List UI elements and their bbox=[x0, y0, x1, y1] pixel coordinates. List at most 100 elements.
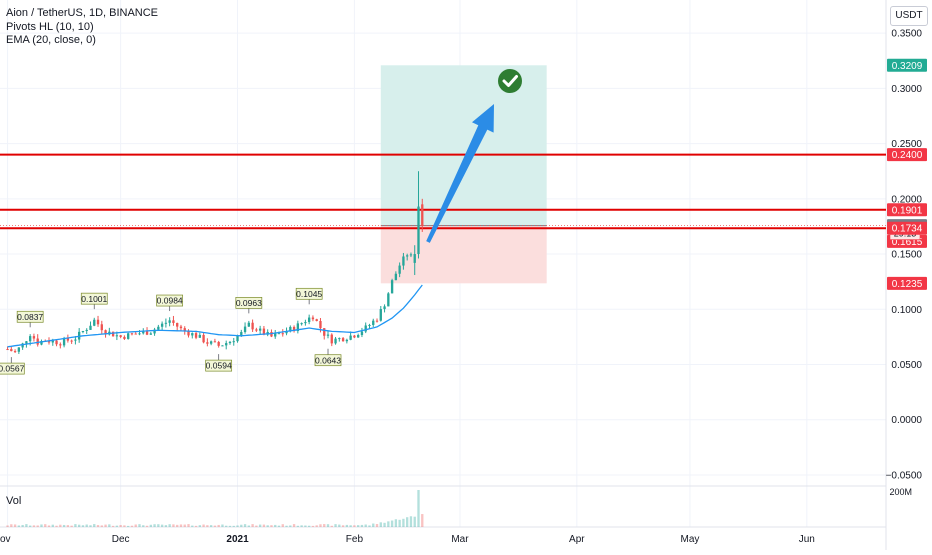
candle-body bbox=[183, 328, 186, 331]
candle-body bbox=[300, 323, 303, 325]
price-tag bbox=[887, 276, 927, 290]
volume-bar bbox=[368, 525, 371, 527]
volume-bar bbox=[44, 524, 47, 527]
volume-bar bbox=[274, 524, 277, 527]
volume-bar bbox=[142, 525, 145, 527]
candle-body bbox=[289, 326, 292, 332]
level-tag-label: 0.1734 bbox=[892, 224, 923, 235]
candle-body bbox=[274, 333, 277, 337]
candle-body bbox=[326, 334, 330, 336]
check-circle-icon bbox=[498, 69, 522, 93]
indicator-pivots[interactable]: Pivots HL (10, 10) bbox=[6, 20, 94, 33]
candle-body bbox=[315, 319, 318, 321]
volume-bar bbox=[127, 525, 130, 527]
volume-bar bbox=[266, 525, 269, 527]
volume-bar bbox=[353, 525, 356, 527]
volume-bar bbox=[240, 524, 243, 527]
x-tick-label: ov bbox=[0, 534, 11, 545]
candle-body bbox=[164, 322, 168, 324]
candle-body bbox=[55, 340, 58, 345]
pivot-label: 0.0594 bbox=[206, 361, 232, 371]
volume-bar bbox=[402, 518, 405, 527]
volume-bar bbox=[315, 525, 318, 527]
volume-bar bbox=[323, 524, 326, 527]
y-tick-label: 0.1500 bbox=[891, 250, 922, 261]
candle-body bbox=[157, 326, 160, 330]
candle-body bbox=[32, 336, 36, 339]
volume-bar bbox=[217, 524, 220, 527]
symbol-title: Aion / TetherUS, 1D, BINANCE bbox=[6, 7, 159, 19]
candle-body bbox=[413, 254, 416, 263]
volume-bar bbox=[247, 525, 251, 527]
volume-bar bbox=[236, 525, 239, 527]
volume-bar bbox=[307, 525, 311, 527]
y-tick-label: 0.1000 bbox=[891, 305, 922, 316]
volume-bar bbox=[89, 525, 92, 527]
volume-bar bbox=[338, 524, 341, 527]
volume-bar bbox=[10, 524, 13, 527]
pivot-label: 0.1045 bbox=[296, 289, 322, 299]
volume-bar bbox=[372, 523, 375, 527]
volume-bar bbox=[270, 525, 273, 527]
volume-bars bbox=[6, 490, 424, 527]
level-tag bbox=[887, 203, 927, 217]
candle-body bbox=[28, 336, 32, 342]
volume-bar bbox=[59, 524, 62, 527]
volume-bar bbox=[160, 524, 164, 527]
volume-bar bbox=[409, 516, 413, 527]
candle-body bbox=[277, 333, 281, 335]
volume-bar bbox=[157, 524, 160, 527]
volume-bar bbox=[17, 525, 21, 527]
candle-body bbox=[145, 331, 149, 335]
candle-body bbox=[134, 333, 137, 335]
candle-body bbox=[104, 330, 107, 335]
volume-bar bbox=[153, 524, 156, 527]
volume-bar bbox=[326, 524, 330, 527]
volume-bar bbox=[85, 524, 88, 527]
x-tick-label: Mar bbox=[451, 534, 469, 545]
candle-body bbox=[398, 265, 401, 274]
volume-bar bbox=[115, 525, 119, 527]
candle-body bbox=[341, 338, 345, 342]
candle-body bbox=[304, 322, 307, 324]
currency-unit-button[interactable]: USDT bbox=[890, 6, 928, 26]
candle-body bbox=[402, 256, 405, 266]
x-tick-label: Dec bbox=[112, 534, 130, 545]
indicator-ema[interactable]: EMA (20, close, 0) bbox=[6, 34, 96, 46]
x-tick-label: May bbox=[680, 534, 699, 545]
candle-body bbox=[130, 333, 134, 335]
volume-bar bbox=[364, 524, 367, 527]
candle-body bbox=[323, 328, 326, 336]
candle-body bbox=[307, 317, 311, 323]
y-tick-label: −0.0500 bbox=[886, 470, 923, 481]
volume-bar bbox=[360, 524, 364, 527]
volume-bar bbox=[281, 524, 284, 527]
volume-bar bbox=[319, 524, 322, 527]
volume-bar bbox=[255, 525, 258, 527]
candle-body bbox=[138, 333, 141, 335]
pivot-box bbox=[16, 310, 44, 323]
candle-body bbox=[179, 326, 183, 329]
candle-body bbox=[345, 339, 349, 342]
candle-body bbox=[311, 317, 315, 320]
annotation-arrow bbox=[426, 69, 522, 243]
candle-body bbox=[70, 340, 73, 342]
volume-bar bbox=[40, 524, 43, 527]
volume-bar bbox=[398, 519, 401, 527]
level-tag bbox=[887, 148, 927, 162]
candle-body bbox=[221, 345, 224, 347]
volume-bar bbox=[357, 525, 360, 527]
volume-bar bbox=[168, 524, 171, 527]
volume-bar bbox=[206, 525, 209, 527]
candle-body bbox=[123, 336, 126, 339]
pivot-box bbox=[156, 294, 184, 307]
volume-bar bbox=[300, 525, 303, 527]
pivot-label: 0.0963 bbox=[236, 298, 262, 308]
candle-body bbox=[149, 333, 152, 335]
candle-body bbox=[85, 329, 88, 332]
candle-body bbox=[209, 341, 213, 344]
volume-bar bbox=[292, 524, 296, 527]
x-tick-label: 2021 bbox=[226, 534, 249, 545]
